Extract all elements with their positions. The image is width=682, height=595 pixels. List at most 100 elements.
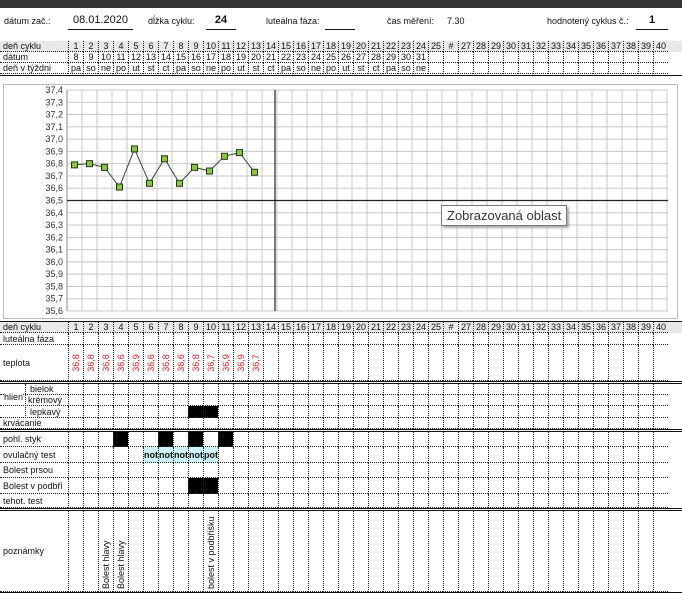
top-day-cell[interactable]: 6	[143, 41, 158, 52]
mucus-sticky-cell[interactable]	[293, 406, 308, 418]
bottom-day-cell[interactable]: 8	[173, 322, 188, 333]
top-day-cell[interactable]: 18	[323, 41, 338, 52]
top-date-cell[interactable]	[473, 52, 488, 63]
top-date-cell[interactable]: 27	[353, 52, 368, 63]
luteal-cell[interactable]	[248, 333, 263, 345]
bleeding-cell[interactable]	[548, 418, 563, 429]
top-date-cell[interactable]: 24	[308, 52, 323, 63]
notes-cell[interactable]	[608, 511, 623, 592]
luteal-cell[interactable]	[563, 333, 578, 345]
notes-cell[interactable]	[458, 511, 473, 592]
mucus-egg-cell[interactable]	[68, 384, 83, 395]
abdomen-pain-cell[interactable]	[593, 478, 608, 494]
breast-pain-cell[interactable]	[518, 463, 533, 478]
luteal-cell[interactable]	[518, 333, 533, 345]
intercourse-cell[interactable]	[623, 432, 638, 447]
temp-cell[interactable]	[458, 345, 473, 381]
top-date-cell[interactable]	[443, 52, 458, 63]
luteal-cell[interactable]	[383, 333, 398, 345]
pregnancy-test-cell[interactable]	[248, 494, 263, 508]
mucus-sticky-cell[interactable]	[623, 406, 638, 418]
top-day-cell[interactable]: 13	[248, 41, 263, 52]
luteal-cell[interactable]	[443, 333, 458, 345]
top-day-cell[interactable]: 16	[293, 41, 308, 52]
top-weekday-cell[interactable]: ne	[98, 63, 113, 74]
mucus-sticky-cell[interactable]	[518, 406, 533, 418]
notes-cell[interactable]	[638, 511, 653, 592]
abdomen-pain-cell[interactable]	[293, 478, 308, 494]
abdomen-pain-cell[interactable]	[488, 478, 503, 494]
mucus-creamy-cell[interactable]	[98, 395, 113, 406]
bleeding-cell[interactable]	[218, 418, 233, 429]
luteal-cell[interactable]	[428, 333, 443, 345]
ovulation-cell[interactable]	[518, 447, 533, 463]
mucus-creamy-cell[interactable]	[278, 395, 293, 406]
mucus-sticky-cell[interactable]	[203, 406, 218, 418]
abdomen-pain-cell[interactable]	[653, 478, 668, 494]
top-date-cell[interactable]: 19	[233, 52, 248, 63]
bleeding-cell[interactable]	[428, 418, 443, 429]
notes-cell[interactable]	[233, 511, 248, 592]
luteal-cell[interactable]	[503, 333, 518, 345]
top-day-cell[interactable]: 31	[518, 41, 533, 52]
mucus-sticky-cell[interactable]	[98, 406, 113, 418]
abdomen-pain-cell[interactable]	[578, 478, 593, 494]
top-date-cell[interactable]: 11	[113, 52, 128, 63]
notes-cell[interactable]	[188, 511, 203, 592]
top-date-cell[interactable]: 21	[263, 52, 278, 63]
bottom-day-cell[interactable]: #	[443, 322, 458, 333]
notes-cell[interactable]	[323, 511, 338, 592]
top-day-cell[interactable]: 10	[203, 41, 218, 52]
abdomen-pain-cell[interactable]	[68, 478, 83, 494]
mucus-creamy-cell[interactable]	[548, 395, 563, 406]
bleeding-cell[interactable]	[188, 418, 203, 429]
top-day-cell[interactable]: 32	[533, 41, 548, 52]
breast-pain-cell[interactable]	[233, 463, 248, 478]
mucus-sticky-cell[interactable]	[113, 406, 128, 418]
mucus-sticky-cell[interactable]	[458, 406, 473, 418]
mucus-sticky-cell[interactable]	[368, 406, 383, 418]
bottom-day-cell[interactable]: 9	[188, 322, 203, 333]
pregnancy-test-cell[interactable]	[338, 494, 353, 508]
top-date-cell[interactable]	[533, 52, 548, 63]
abdomen-pain-cell[interactable]	[248, 478, 263, 494]
breast-pain-cell[interactable]	[608, 463, 623, 478]
intercourse-cell[interactable]	[158, 432, 173, 447]
luteal-cell[interactable]	[203, 333, 218, 345]
mucus-creamy-cell[interactable]	[83, 395, 98, 406]
temp-cell[interactable]	[263, 345, 278, 381]
notes-cell[interactable]	[308, 511, 323, 592]
mucus-egg-cell[interactable]	[338, 384, 353, 395]
notes-cell[interactable]: Bolest hlavy	[98, 511, 113, 592]
ovulation-cell[interactable]	[98, 447, 113, 463]
mucus-sticky-cell[interactable]	[188, 406, 203, 418]
abdomen-pain-cell[interactable]	[323, 478, 338, 494]
bleeding-cell[interactable]	[653, 418, 668, 429]
bottom-day-cell[interactable]: 4	[113, 322, 128, 333]
top-day-cell[interactable]: 35	[578, 41, 593, 52]
mucus-egg-cell[interactable]	[83, 384, 98, 395]
ovulation-cell[interactable]	[68, 447, 83, 463]
pregnancy-test-cell[interactable]	[293, 494, 308, 508]
temp-cell[interactable]: 36,7	[203, 345, 218, 381]
ovulation-cell[interactable]	[233, 447, 248, 463]
pregnancy-test-cell[interactable]	[428, 494, 443, 508]
pregnancy-test-cell[interactable]	[413, 494, 428, 508]
bleeding-cell[interactable]	[443, 418, 458, 429]
top-day-cell[interactable]: 37	[608, 41, 623, 52]
pregnancy-test-cell[interactable]	[548, 494, 563, 508]
mucus-egg-cell[interactable]	[128, 384, 143, 395]
bottom-day-cell[interactable]: 10	[203, 322, 218, 333]
mucus-egg-cell[interactable]	[143, 384, 158, 395]
breast-pain-cell[interactable]	[653, 463, 668, 478]
bleeding-cell[interactable]	[173, 418, 188, 429]
top-weekday-cell[interactable]	[593, 63, 608, 74]
mucus-egg-cell[interactable]	[578, 384, 593, 395]
bleeding-cell[interactable]	[293, 418, 308, 429]
mucus-egg-cell[interactable]	[593, 384, 608, 395]
ovulation-cell[interactable]	[278, 447, 293, 463]
temp-cell[interactable]: 36,6	[173, 345, 188, 381]
top-weekday-cell[interactable]: so	[398, 63, 413, 74]
abdomen-pain-cell[interactable]	[173, 478, 188, 494]
ovulation-cell[interactable]	[398, 447, 413, 463]
